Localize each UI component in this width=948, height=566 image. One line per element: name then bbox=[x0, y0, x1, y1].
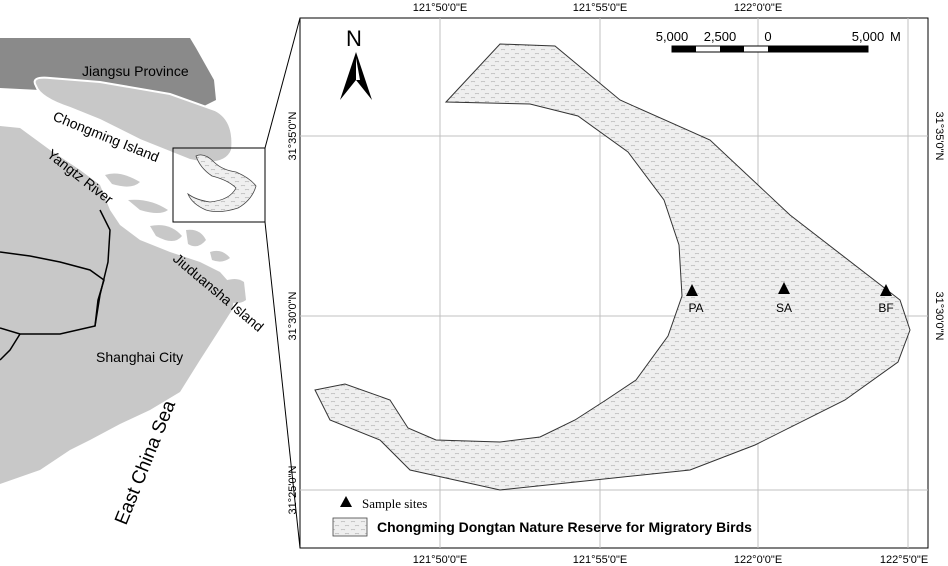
right-tick-label: 31°30'0"N bbox=[933, 292, 945, 341]
zoom-connector-line bbox=[264, 17, 301, 149]
site-marker-icon bbox=[778, 282, 790, 294]
top-tick-label: 122°0'0"E bbox=[734, 2, 782, 14]
north-arrow: N bbox=[340, 26, 372, 100]
river-islet bbox=[186, 229, 206, 247]
inset-map: Jiangsu Province Chongming Island Yangtz… bbox=[0, 38, 267, 528]
legend-reserve-swatch bbox=[332, 517, 368, 537]
reserve-polygon bbox=[314, 43, 911, 491]
bottom-tick-label: 121°55'0"E bbox=[573, 554, 627, 566]
top-tick-label: 121°55'0"E bbox=[573, 2, 627, 14]
river-islet bbox=[128, 199, 168, 213]
left-tick-label: 31°35'0"N bbox=[287, 111, 299, 160]
bottom-tick-label: 122°5'0"E bbox=[880, 554, 928, 566]
shanghai-land bbox=[0, 126, 236, 484]
site-label: PA bbox=[688, 301, 703, 315]
site-marker-icon bbox=[686, 284, 698, 296]
bottom-tick-label: 121°50'0"E bbox=[413, 554, 467, 566]
main-map: N 5,000 2,500 0 5,000 M PA SA BF Sample … bbox=[287, 2, 945, 566]
legend-site-icon bbox=[340, 496, 352, 507]
jiangsu-label: Jiangsu Province bbox=[82, 63, 189, 79]
north-label: N bbox=[346, 26, 362, 51]
legend-sample-sites: Sample sites bbox=[362, 496, 427, 511]
top-tick-label: 121°50'0"E bbox=[413, 2, 467, 14]
scale-label: 0 bbox=[764, 29, 771, 44]
river-islet bbox=[105, 173, 140, 187]
scale-label: 2,500 bbox=[704, 29, 737, 44]
chongming-island-land bbox=[33, 76, 234, 164]
shanghai-label: Shanghai City bbox=[96, 349, 183, 365]
sample-sites: PA SA BF bbox=[686, 282, 894, 315]
inset-reserve-shape bbox=[187, 154, 257, 212]
scale-label: 5,000 bbox=[852, 29, 885, 44]
bottom-tick-label: 122°0'0"E bbox=[734, 554, 782, 566]
scale-bar: 5,000 2,500 0 5,000 M bbox=[656, 29, 901, 53]
right-tick-label: 31°35'0"N bbox=[933, 112, 945, 161]
scale-unit: M bbox=[890, 29, 901, 44]
admin-boundary bbox=[0, 209, 111, 361]
legend: Sample sites Chongming Dongtan Nature Re… bbox=[332, 496, 752, 537]
site-label: SA bbox=[776, 301, 792, 315]
site-label: BF bbox=[878, 301, 893, 315]
legend-reserve-label: Chongming Dongtan Nature Reserve for Mig… bbox=[377, 519, 752, 535]
site-marker-icon bbox=[880, 284, 892, 296]
scale-label: 5,000 bbox=[656, 29, 689, 44]
left-tick-label: 31°25'0"N bbox=[287, 465, 299, 514]
inset-locator-box bbox=[172, 147, 266, 223]
left-tick-label: 31°30'0"N bbox=[287, 291, 299, 340]
river-islet bbox=[150, 225, 182, 241]
jiuduansha-island-land bbox=[222, 279, 246, 303]
zoom-connector-line bbox=[264, 221, 301, 549]
river-islet bbox=[210, 250, 230, 262]
